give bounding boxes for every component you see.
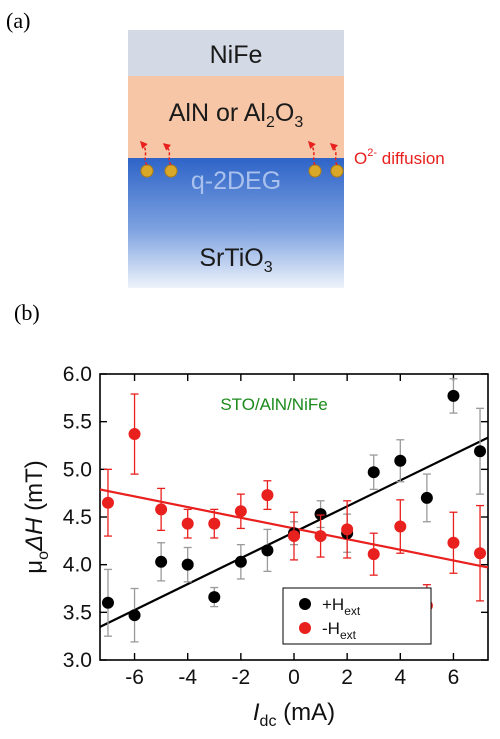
oxygen-dot (140, 164, 154, 178)
x-tick-label: -4 (178, 666, 197, 689)
data-point-pos (447, 389, 460, 402)
x-axis-title: Idc (mA) (253, 699, 335, 730)
data-point-neg (314, 530, 327, 543)
y-tick-label: 5.0 (63, 458, 92, 481)
diffusion-arrow (307, 140, 316, 166)
axis-ticks: -6 -4 -2 0 2 4 6 3.0 3.5 4.0 4.5 5.0 5.5 6.0 (63, 363, 488, 689)
data-point-neg (234, 505, 247, 518)
x-tick-label: 4 (394, 666, 406, 689)
x-tick-label: -6 (125, 666, 144, 689)
data-point-pos (420, 491, 433, 504)
data-point-neg (181, 517, 194, 530)
oxygen-dot (330, 164, 344, 178)
data-point-neg (128, 428, 141, 441)
data-point-pos (314, 508, 327, 521)
oxygen-dot (308, 164, 322, 178)
oxygen-dot (164, 164, 178, 178)
layer-stack: NiFe AlN or Al2O3 q-2DEG SrTiO3 (128, 30, 344, 288)
data-point-pos (474, 445, 487, 458)
data-point-pos (234, 555, 247, 568)
data-point-neg (474, 547, 487, 560)
x-tick-label: 2 (341, 666, 353, 689)
diffusion-annotation: O2- diffusion (354, 147, 445, 168)
data-point-pos (155, 555, 168, 568)
data-point-neg (261, 489, 274, 502)
x-tick-label: -2 (232, 666, 251, 689)
channel-label: q-2DEG (191, 167, 281, 195)
data-point-neg (208, 517, 221, 530)
data-point-neg (101, 496, 114, 509)
y-tick-label: 4.0 (63, 554, 92, 577)
data-point-neg (155, 503, 168, 516)
legend-label-neg: -Hext (322, 619, 357, 642)
diffusion-arrow (139, 140, 148, 166)
panel-b-label: (b) (14, 300, 40, 325)
data-point-neg (447, 536, 460, 549)
legend-marker-neg (299, 622, 311, 634)
legend-box (282, 587, 432, 645)
y-tick-label: 3.5 (63, 601, 92, 624)
diffusion-arrow (329, 143, 338, 166)
data-point-pos (394, 454, 407, 467)
x-tick-label: 6 (448, 666, 460, 689)
data-points (101, 378, 487, 643)
data-point-neg (288, 530, 300, 543)
x-tick-label: 0 (288, 666, 300, 689)
substrate-layer (128, 158, 344, 288)
y-tick-label: 6.0 (63, 363, 92, 386)
nife-layer (128, 30, 344, 76)
data-point-neg (394, 520, 407, 533)
barrier-label: AlN or Al2O3 (169, 99, 304, 131)
y-tick-label: 5.5 (63, 411, 92, 434)
data-point-pos (367, 466, 380, 479)
diffusion-arrow (162, 143, 172, 166)
y-axis-title: μoΔH (mT) (21, 460, 52, 573)
legend-marker-pos (299, 598, 311, 610)
substrate-label: SrTiO3 (199, 244, 272, 276)
data-point-pos (261, 544, 274, 557)
nife-label: NiFe (210, 41, 263, 69)
panel-a-label: (a) (6, 8, 31, 33)
data-point-pos (101, 596, 114, 609)
chart: -6 -4 -2 0 2 4 6 3.0 3.5 4.0 4.5 5.0 5.5 6.0 STO/AlN/… (21, 363, 489, 730)
data-point-pos (208, 591, 221, 604)
legend-label-pos: +Hext (322, 595, 361, 618)
data-point-pos (128, 609, 141, 622)
sample-annotation: STO/AlN/NiFe (220, 395, 327, 414)
data-point-neg (341, 523, 354, 536)
legend: +Hext -Hext (282, 587, 432, 645)
data-point-pos (181, 558, 194, 571)
y-tick-label: 3.0 (63, 649, 92, 672)
data-point-neg (367, 548, 380, 561)
y-tick-label: 4.5 (63, 506, 92, 529)
